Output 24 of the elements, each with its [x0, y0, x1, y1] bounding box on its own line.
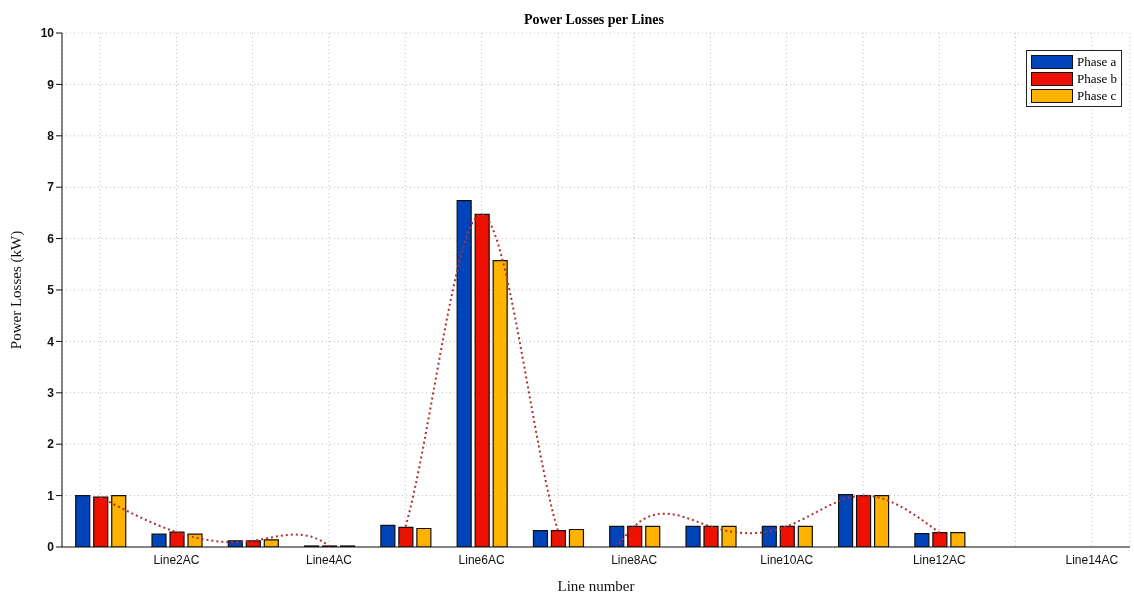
- y-tick-label: 4: [47, 334, 55, 349]
- legend-label: Phase a: [1076, 53, 1117, 70]
- legend-label: Phase b: [1076, 70, 1117, 87]
- x-tick-label: Line4AC: [305, 552, 353, 567]
- y-tick-label: 8: [47, 129, 55, 144]
- y-tick-label: 6: [47, 231, 55, 246]
- y-tick-label: 3: [47, 386, 55, 401]
- y-tick-label: 10: [40, 26, 55, 41]
- y-tick-label: 2: [47, 437, 55, 452]
- x-tick-label: Line6AC: [458, 552, 505, 567]
- x-tick-label: Line12AC: [912, 552, 966, 567]
- chart-title: Power Losses per Lines: [523, 12, 665, 28]
- x-tick-label: Line10AC: [760, 552, 814, 567]
- x-tick-label: Line14AC: [1065, 552, 1119, 567]
- y-axis-title: Power Losses (kW): [8, 230, 26, 350]
- y-tick-label: 1: [47, 488, 55, 503]
- y-tick-label: 7: [47, 180, 55, 195]
- legend-label: Phase c: [1076, 87, 1117, 104]
- y-tick-label: 0: [47, 540, 55, 555]
- x-axis-title: Line number: [557, 578, 635, 594]
- y-tick-label: 9: [47, 77, 55, 92]
- x-tick-label: Line2AC: [153, 552, 200, 567]
- y-tick-label: 5: [47, 283, 55, 298]
- x-tick-label: Line8AC: [611, 552, 658, 567]
